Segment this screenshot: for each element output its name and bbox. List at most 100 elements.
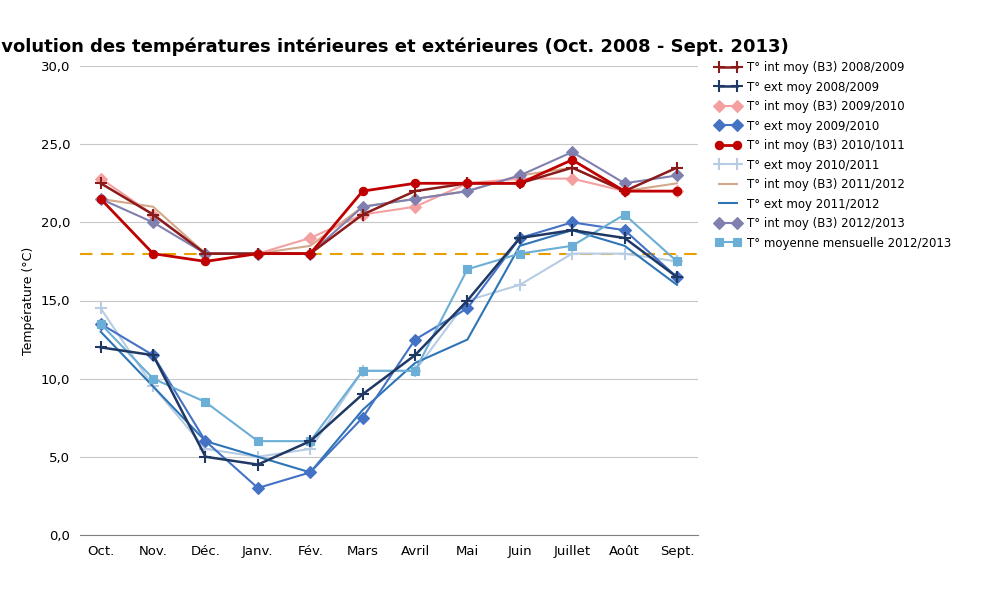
T° int moy (B3) 2008/2009 (618, 188, 630, 195)
T° ext moy 2010/2011 (566, 250, 578, 257)
T° int moy (B3) 2008/2009 (566, 164, 578, 171)
T° int moy (B3) 2012/2013 (95, 195, 107, 203)
T° int moy (B3) 2012/2013 (671, 172, 683, 179)
T° int moy (B3) 2011/2012 (252, 250, 264, 257)
T° moyenne mensuelle 2012/2013 (462, 266, 474, 273)
T° int moy (B3) 2010/1011 (409, 180, 421, 187)
Line: T° ext moy 2008/2009: T° ext moy 2008/2009 (95, 224, 683, 471)
T° int moy (B3) 2011/2012 (148, 203, 160, 210)
T° int moy (B3) 2010/1011 (148, 250, 160, 257)
Line: T° int moy (B3) 2008/2009: T° int moy (B3) 2008/2009 (95, 162, 683, 260)
T° ext moy 2011/2012 (618, 242, 630, 249)
T° ext moy 2010/2011 (95, 305, 107, 312)
T° ext moy 2010/2011 (671, 258, 683, 265)
T° int moy (B3) 2012/2013 (148, 219, 160, 226)
T° int moy (B3) 2009/2010 (671, 188, 683, 195)
T° ext moy 2010/2011 (409, 367, 421, 374)
T° ext moy 2008/2009 (566, 227, 578, 234)
T° int moy (B3) 2012/2013 (618, 180, 630, 187)
T° moyenne mensuelle 2012/2013 (95, 320, 107, 328)
T° int moy (B3) 2011/2012 (304, 242, 316, 249)
T° ext moy 2011/2012 (409, 359, 421, 367)
T° int moy (B3) 2012/2013 (252, 250, 264, 257)
T° ext moy 2010/2011 (304, 445, 316, 453)
T° ext moy 2010/2011 (462, 297, 474, 304)
T° ext moy 2009/2010 (566, 219, 578, 226)
T° moyenne mensuelle 2012/2013 (304, 438, 316, 445)
T° int moy (B3) 2010/1011 (671, 188, 683, 195)
T° ext moy 2008/2009 (462, 297, 474, 304)
T° int moy (B3) 2012/2013 (304, 250, 316, 257)
T° int moy (B3) 2010/1011 (357, 188, 369, 195)
T° moyenne mensuelle 2012/2013 (148, 375, 160, 382)
T° ext moy 2010/2011 (513, 281, 525, 288)
T° moyenne mensuelle 2012/2013 (513, 250, 525, 257)
T° int moy (B3) 2009/2010 (513, 175, 525, 182)
Line: T° ext moy 2011/2012: T° ext moy 2011/2012 (101, 230, 677, 472)
T° ext moy 2008/2009 (618, 234, 630, 242)
T° int moy (B3) 2011/2012 (357, 203, 369, 210)
Line: T° ext moy 2010/2011: T° ext moy 2010/2011 (95, 248, 683, 463)
T° int moy (B3) 2008/2009 (199, 250, 211, 257)
T° ext moy 2009/2010 (252, 484, 264, 492)
T° int moy (B3) 2010/1011 (566, 156, 578, 163)
T° ext moy 2011/2012 (462, 336, 474, 343)
T° int moy (B3) 2011/2012 (566, 164, 578, 171)
Line: T° int moy (B3) 2009/2010: T° int moy (B3) 2009/2010 (97, 174, 681, 258)
T° int moy (B3) 2009/2010 (148, 211, 160, 218)
T° int moy (B3) 2012/2013 (566, 148, 578, 156)
T° ext moy 2011/2012 (252, 453, 264, 460)
T° int moy (B3) 2012/2013 (199, 250, 211, 257)
T° int moy (B3) 2010/1011 (513, 180, 525, 187)
T° ext moy 2010/2011 (357, 367, 369, 374)
Title: Evolution des températures intérieures et extérieures (Oct. 2008 - Sept. 2013): Evolution des températures intérieures e… (0, 38, 789, 56)
T° int moy (B3) 2010/1011 (199, 258, 211, 265)
T° ext moy 2011/2012 (304, 469, 316, 476)
T° moyenne mensuelle 2012/2013 (252, 438, 264, 445)
T° ext moy 2009/2010 (671, 273, 683, 281)
T° int moy (B3) 2008/2009 (95, 180, 107, 187)
T° moyenne mensuelle 2012/2013 (409, 367, 421, 374)
T° int moy (B3) 2009/2010 (304, 234, 316, 242)
T° ext moy 2011/2012 (566, 227, 578, 234)
T° ext moy 2008/2009 (252, 461, 264, 468)
T° int moy (B3) 2009/2010 (252, 250, 264, 257)
T° int moy (B3) 2009/2010 (199, 250, 211, 257)
T° int moy (B3) 2008/2009 (304, 250, 316, 257)
T° int moy (B3) 2011/2012 (513, 172, 525, 179)
T° int moy (B3) 2011/2012 (462, 188, 474, 195)
T° int moy (B3) 2008/2009 (671, 164, 683, 171)
T° ext moy 2009/2010 (148, 352, 160, 359)
T° int moy (B3) 2011/2012 (199, 250, 211, 257)
T° ext moy 2009/2010 (409, 336, 421, 343)
T° ext moy 2008/2009 (357, 391, 369, 398)
T° ext moy 2008/2009 (148, 352, 160, 359)
T° int moy (B3) 2011/2012 (671, 180, 683, 187)
T° moyenne mensuelle 2012/2013 (618, 211, 630, 218)
T° ext moy 2009/2010 (199, 438, 211, 445)
T° int moy (B3) 2009/2010 (462, 180, 474, 187)
T° moyenne mensuelle 2012/2013 (199, 398, 211, 406)
T° ext moy 2008/2009 (199, 453, 211, 460)
Line: T° int moy (B3) 2012/2013: T° int moy (B3) 2012/2013 (97, 148, 681, 258)
T° int moy (B3) 2010/1011 (618, 188, 630, 195)
T° int moy (B3) 2009/2010 (618, 188, 630, 195)
T° int moy (B3) 2008/2009 (252, 250, 264, 257)
T° int moy (B3) 2009/2010 (409, 203, 421, 210)
Y-axis label: Température (°C): Température (°C) (22, 246, 35, 355)
T° ext moy 2008/2009 (95, 344, 107, 351)
T° int moy (B3) 2012/2013 (409, 195, 421, 203)
T° int moy (B3) 2008/2009 (148, 211, 160, 218)
T° ext moy 2009/2010 (95, 320, 107, 328)
Line: T° ext moy 2009/2010: T° ext moy 2009/2010 (97, 218, 681, 492)
T° int moy (B3) 2010/1011 (95, 195, 107, 203)
T° int moy (B3) 2009/2010 (566, 175, 578, 182)
T° ext moy 2010/2011 (148, 383, 160, 390)
T° moyenne mensuelle 2012/2013 (357, 367, 369, 374)
T° int moy (B3) 2012/2013 (462, 188, 474, 195)
T° ext moy 2011/2012 (95, 328, 107, 335)
T° int moy (B3) 2009/2010 (95, 175, 107, 182)
T° moyenne mensuelle 2012/2013 (566, 242, 578, 249)
T° int moy (B3) 2012/2013 (513, 172, 525, 179)
T° ext moy 2008/2009 (671, 273, 683, 281)
